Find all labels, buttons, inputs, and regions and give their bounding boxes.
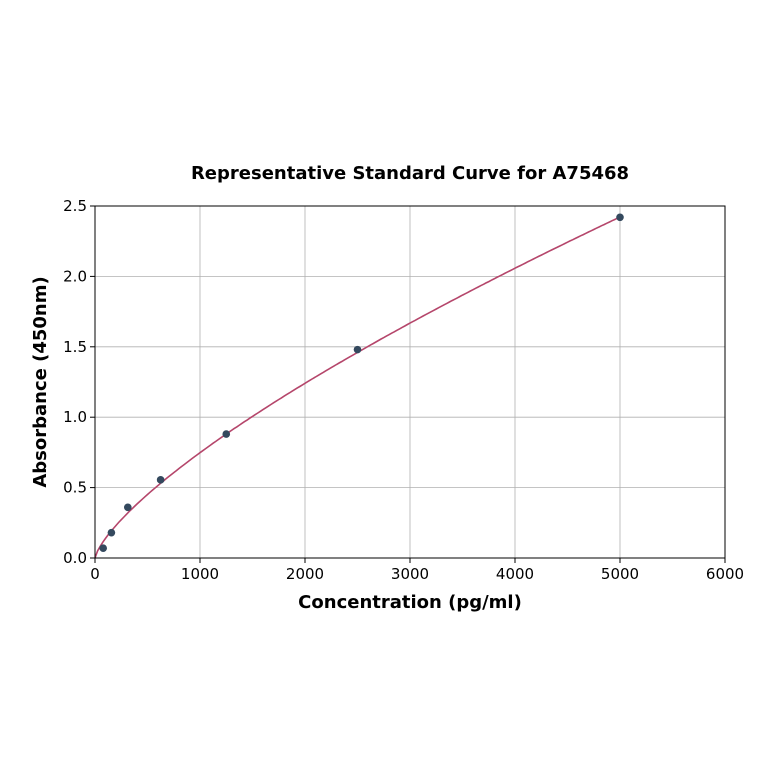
x-tick-label: 5000 bbox=[601, 565, 639, 583]
plot-frame bbox=[94, 205, 726, 559]
y-tick-label: 0.0 bbox=[63, 549, 87, 567]
x-tick-label: 3000 bbox=[391, 565, 429, 583]
x-tick-label: 4000 bbox=[496, 565, 534, 583]
y-tick-label: 2.5 bbox=[63, 197, 87, 215]
data-point bbox=[616, 213, 624, 222]
y-axis-label: Absorbance (450nm) bbox=[30, 276, 51, 487]
data-point bbox=[353, 345, 362, 354]
x-tick-label: 1000 bbox=[181, 565, 219, 583]
ticks: 0 1000 2000 3000 4000 5000 6000 0.0 0.5 1.0 1.5 2.0… bbox=[63, 197, 744, 583]
grid bbox=[94, 205, 726, 559]
data-point bbox=[222, 430, 231, 438]
data-point bbox=[156, 476, 165, 484]
y-tick-label: 2.0 bbox=[63, 267, 87, 285]
y-tick-label: 1.0 bbox=[63, 408, 87, 426]
x-tick-label: 6000 bbox=[706, 565, 744, 583]
x-tick-label: 0 bbox=[90, 565, 100, 583]
data-point bbox=[107, 528, 116, 537]
data-point bbox=[99, 544, 108, 552]
data-point bbox=[124, 503, 132, 512]
data-points bbox=[99, 213, 624, 552]
x-tick-label: 2000 bbox=[286, 565, 324, 583]
chart-title: Representative Standard Curve for A75468 bbox=[191, 163, 629, 184]
y-tick-label: 1.5 bbox=[63, 338, 87, 356]
y-tick-label: 0.5 bbox=[63, 479, 87, 497]
fit-curve bbox=[94, 216, 621, 559]
x-axis-label: Concentration (pg/ml) bbox=[298, 592, 522, 613]
